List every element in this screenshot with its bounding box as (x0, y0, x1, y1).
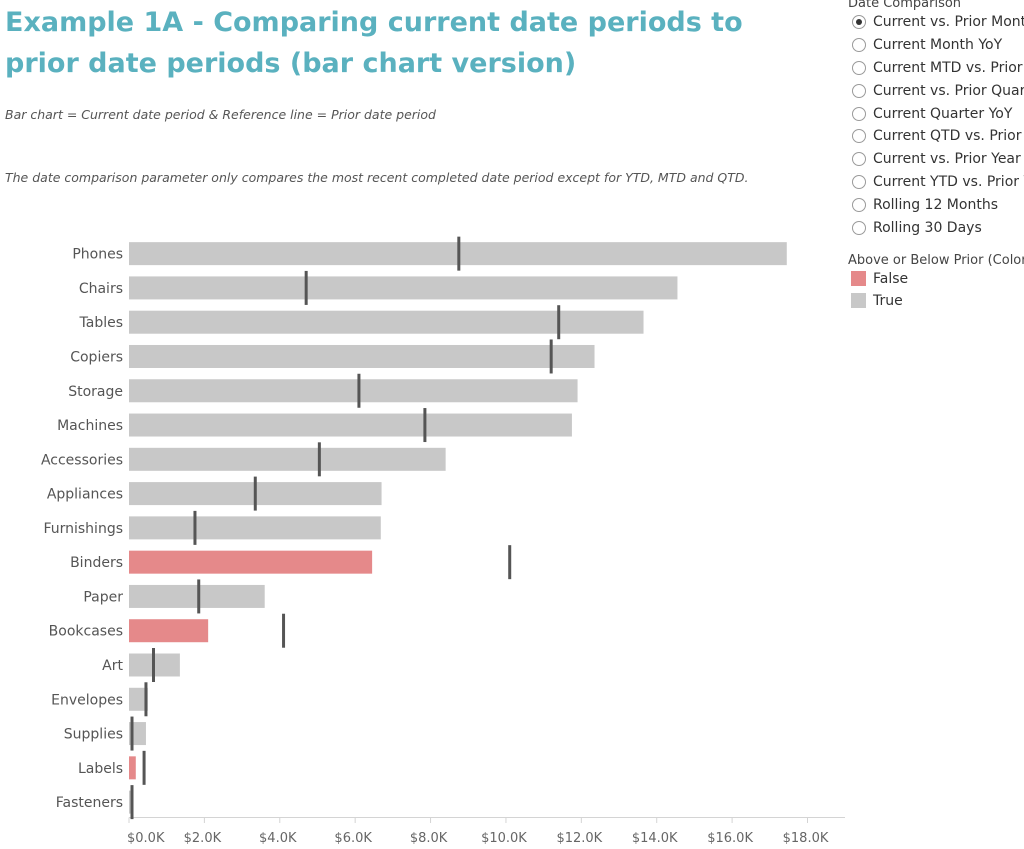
category-label: Fasteners (56, 795, 123, 811)
radio-icon[interactable] (852, 38, 866, 53)
date-option-2[interactable]: Current MTD vs. Prior MTD (848, 57, 1024, 80)
chart-note: The date comparison parameter only compa… (5, 170, 749, 185)
date-option-5[interactable]: Current QTD vs. Prior QTD (848, 125, 1024, 148)
category-label: Storage (68, 384, 123, 400)
category-label: Art (102, 658, 123, 674)
bar-storage[interactable] (129, 379, 578, 403)
bar-fasteners[interactable] (129, 790, 133, 814)
category-label: Binders (70, 555, 123, 571)
color-legend-item[interactable]: True (848, 290, 1024, 312)
date-option-3[interactable]: Current vs. Prior Quarter (848, 79, 1024, 102)
bar-machines[interactable] (129, 413, 572, 437)
x-tick-label: $8.0K (410, 831, 448, 846)
category-label: Chairs (79, 281, 123, 297)
date-option-label: Current Month YoY (873, 37, 1003, 54)
category-label: Machines (57, 418, 123, 434)
date-comparison-title: Date Comparison (848, 0, 962, 11)
date-option-9[interactable]: Rolling 30 Days (848, 216, 1024, 239)
date-option-label: Current QTD vs. Prior QTD (873, 128, 1024, 145)
bar-chairs[interactable] (129, 276, 678, 300)
radio-icon[interactable] (852, 15, 866, 30)
date-option-label: Current Quarter YoY (873, 105, 1013, 122)
x-tick-label: $14.0K (632, 831, 678, 846)
date-option-0[interactable]: Current vs. Prior Month (848, 11, 1024, 34)
color-swatch (851, 271, 866, 287)
radio-icon[interactable] (852, 60, 866, 75)
bar-envelopes[interactable] (129, 687, 148, 711)
date-option-label: Current YTD vs. Prior YTD (873, 173, 1024, 190)
bar-furnishings[interactable] (129, 516, 381, 540)
category-label: Furnishings (43, 521, 123, 537)
radio-icon[interactable] (852, 197, 866, 212)
category-label: Supplies (64, 727, 123, 743)
date-option-4[interactable]: Current Quarter YoY (848, 102, 1024, 125)
radio-icon[interactable] (852, 220, 866, 235)
radio-icon[interactable] (852, 129, 866, 144)
radio-icon[interactable] (852, 152, 866, 167)
category-label: Bookcases (49, 624, 123, 640)
bar-chart: Phones Chairs Tables Copiers Storage Machines… (41, 236, 845, 846)
bar-labels[interactable] (129, 756, 136, 780)
date-option-label: Current vs. Prior Year (873, 151, 1021, 168)
date-comparison-options: Current vs. Prior Month Current Month YoY… (848, 11, 1024, 239)
category-label: Tables (79, 315, 124, 331)
chart-subtitle: Bar chart = Current date period & Refere… (5, 107, 436, 122)
bar-bookcases[interactable] (129, 619, 209, 643)
radio-icon[interactable] (852, 83, 866, 98)
x-tick-label: $0.0K (127, 831, 165, 846)
color-legend-items: False True (848, 268, 1024, 312)
radio-icon[interactable] (852, 106, 866, 121)
color-swatch (851, 293, 866, 309)
category-label: Copiers (70, 349, 123, 365)
x-tick-label: $12.0K (556, 831, 602, 846)
category-label: Phones (72, 247, 123, 263)
radio-icon[interactable] (852, 174, 866, 189)
date-option-label: Rolling 12 Months (873, 196, 998, 213)
bar-paper[interactable] (129, 584, 265, 608)
date-option-label: Current MTD vs. Prior MTD (873, 59, 1024, 76)
x-tick-label: $2.0K (184, 831, 222, 846)
bar-copiers[interactable] (129, 344, 595, 368)
x-tick-label: $4.0K (259, 831, 297, 846)
color-legend-item[interactable]: False (848, 268, 1024, 290)
bar-tables[interactable] (129, 310, 644, 334)
category-label: Labels (78, 761, 123, 777)
category-label: Envelopes (51, 692, 123, 708)
bar-binders[interactable] (129, 550, 373, 574)
color-legend-label: True (873, 292, 903, 309)
date-option-label: Current vs. Prior Month (873, 14, 1024, 31)
date-option-label: Rolling 30 Days (873, 219, 982, 236)
x-tick-label: $6.0K (334, 831, 372, 846)
x-tick-label: $10.0K (481, 831, 527, 846)
category-label: Paper (83, 589, 123, 605)
date-option-7[interactable]: Current YTD vs. Prior YTD (848, 171, 1024, 194)
date-option-8[interactable]: Rolling 12 Months (848, 193, 1024, 216)
date-option-1[interactable]: Current Month YoY (848, 34, 1024, 57)
category-label: Appliances (47, 487, 123, 503)
date-option-6[interactable]: Current vs. Prior Year (848, 148, 1024, 171)
x-tick-label: $18.0K (783, 831, 829, 846)
color-legend-title: Above or Below Prior (Color) (848, 252, 1024, 268)
bar-accessories[interactable] (129, 447, 446, 471)
category-label: Accessories (41, 452, 123, 468)
legend-panel: Date Comparison Current vs. Prior Month C… (848, 0, 1024, 312)
date-option-label: Current vs. Prior Quarter (873, 82, 1024, 99)
x-tick-label: $16.0K (707, 831, 753, 846)
page-title: Example 1A - Comparing current date peri… (5, 7, 743, 79)
color-legend-label: False (873, 270, 909, 287)
